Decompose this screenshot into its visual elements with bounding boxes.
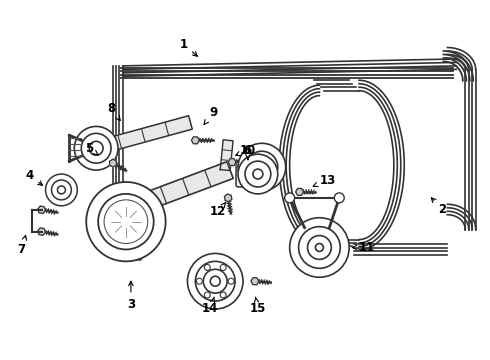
- Text: 15: 15: [250, 297, 266, 315]
- Circle shape: [86, 182, 166, 261]
- Circle shape: [188, 253, 243, 309]
- FancyBboxPatch shape: [236, 161, 268, 187]
- Circle shape: [120, 216, 132, 228]
- Text: 9: 9: [204, 106, 218, 125]
- Circle shape: [196, 278, 202, 284]
- Circle shape: [245, 161, 271, 187]
- Circle shape: [298, 227, 340, 268]
- Text: 10: 10: [240, 144, 256, 159]
- Polygon shape: [228, 158, 236, 166]
- Circle shape: [98, 194, 154, 249]
- Text: 6: 6: [236, 144, 251, 157]
- Circle shape: [256, 161, 268, 173]
- Text: 3: 3: [127, 281, 135, 311]
- Polygon shape: [295, 189, 303, 195]
- Circle shape: [334, 193, 344, 203]
- Circle shape: [253, 169, 263, 179]
- Circle shape: [104, 200, 148, 243]
- Polygon shape: [38, 206, 46, 213]
- Circle shape: [204, 292, 210, 298]
- Text: 11: 11: [352, 241, 375, 254]
- Polygon shape: [38, 228, 46, 235]
- Circle shape: [220, 292, 226, 298]
- Circle shape: [74, 126, 118, 170]
- Circle shape: [57, 186, 65, 194]
- Polygon shape: [251, 278, 259, 285]
- Circle shape: [290, 218, 349, 277]
- Text: 7: 7: [18, 235, 26, 256]
- Text: 12: 12: [210, 202, 226, 218]
- Text: 2: 2: [431, 198, 446, 216]
- Circle shape: [246, 151, 278, 183]
- Circle shape: [308, 235, 331, 260]
- Circle shape: [238, 143, 286, 191]
- Text: 4: 4: [25, 168, 43, 185]
- Text: 1: 1: [179, 37, 197, 56]
- Circle shape: [228, 278, 234, 284]
- Polygon shape: [192, 137, 199, 144]
- Text: 5: 5: [85, 142, 98, 155]
- Text: 8: 8: [107, 102, 120, 121]
- Circle shape: [89, 141, 103, 155]
- Circle shape: [210, 276, 220, 286]
- Text: 13: 13: [313, 174, 336, 186]
- Circle shape: [316, 243, 323, 251]
- Circle shape: [110, 206, 142, 238]
- Circle shape: [203, 269, 227, 293]
- Polygon shape: [224, 194, 232, 202]
- Circle shape: [51, 180, 72, 200]
- Text: 14: 14: [202, 297, 219, 315]
- Polygon shape: [116, 162, 233, 220]
- Circle shape: [196, 261, 235, 301]
- Circle shape: [238, 154, 278, 194]
- Polygon shape: [94, 116, 192, 155]
- Polygon shape: [110, 159, 117, 167]
- Circle shape: [285, 193, 294, 203]
- Polygon shape: [220, 140, 233, 171]
- Circle shape: [220, 265, 226, 270]
- Circle shape: [81, 133, 111, 163]
- Circle shape: [204, 265, 210, 270]
- Circle shape: [46, 174, 77, 206]
